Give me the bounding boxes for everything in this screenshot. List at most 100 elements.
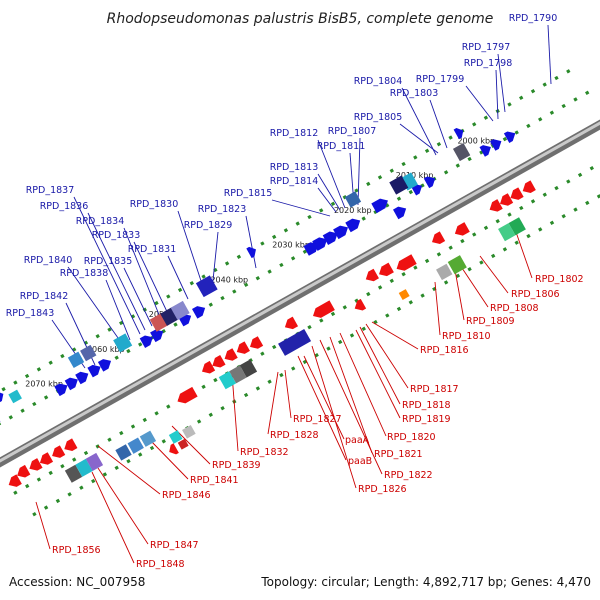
tick-mark bbox=[272, 344, 277, 350]
gene-label: RPD_1830 bbox=[130, 199, 179, 210]
label-connector bbox=[339, 332, 387, 437]
tick-mark bbox=[189, 281, 194, 286]
tick-mark bbox=[472, 122, 477, 127]
tick-mark bbox=[83, 450, 89, 456]
accession-text: Accession: NC_007958 bbox=[9, 575, 145, 589]
forward-gene-arrow bbox=[64, 377, 78, 391]
tick-mark bbox=[154, 411, 159, 416]
tick-mark bbox=[443, 280, 449, 285]
tick-mark bbox=[460, 238, 465, 244]
tick-mark bbox=[208, 412, 213, 417]
label-connector bbox=[329, 336, 373, 454]
label-connector bbox=[495, 69, 499, 120]
forward-gene-arrow bbox=[87, 364, 101, 378]
forward-gene-arrow bbox=[97, 359, 112, 372]
gene-label: RPD_1833 bbox=[92, 230, 141, 241]
tick-mark bbox=[420, 293, 425, 298]
reverse-gene-arrow bbox=[224, 348, 238, 361]
tick-mark bbox=[377, 285, 383, 290]
reverse-gene-arrow bbox=[522, 180, 536, 193]
gene-label: RPD_1797 bbox=[462, 42, 511, 53]
forward-gene-box bbox=[195, 275, 218, 298]
gene-layer bbox=[0, 128, 536, 487]
reverse-gene-arrow bbox=[284, 316, 299, 330]
gene-label: RPD_1811 bbox=[317, 141, 366, 152]
genome-backbone-layer bbox=[0, 119, 600, 468]
forward-gene-arrow bbox=[393, 206, 407, 220]
reverse-gene-box bbox=[64, 464, 83, 483]
gene-label: RPD_1809 bbox=[466, 316, 515, 327]
tick-mark bbox=[138, 342, 143, 347]
tick-mark bbox=[530, 199, 536, 204]
forward-gene-arrow bbox=[345, 218, 361, 233]
tick-mark bbox=[366, 291, 371, 297]
genome-title: Rhodopseudomonas palustris BisB5, comple… bbox=[107, 11, 494, 27]
gene-label: RPD_1828 bbox=[270, 430, 319, 441]
reverse-gene-box bbox=[85, 452, 104, 471]
reverse-gene-arrow bbox=[500, 193, 514, 206]
reverse-gene-arrow bbox=[177, 386, 198, 404]
gene-label: RPD_1856 bbox=[52, 545, 101, 556]
gene-label: RPD_1799 bbox=[416, 74, 465, 85]
tick-mark bbox=[455, 163, 460, 168]
reverse-gene-arrow bbox=[202, 360, 216, 374]
tick-mark bbox=[279, 372, 284, 378]
tick-mark bbox=[32, 401, 37, 407]
reverse-gene-box bbox=[239, 359, 258, 378]
forward-gene-arrow bbox=[371, 198, 388, 214]
tick-mark bbox=[43, 505, 49, 510]
gene-label: RPD_1832 bbox=[240, 447, 289, 458]
label-connector bbox=[284, 369, 292, 419]
tick-mark bbox=[338, 339, 343, 345]
tick-mark bbox=[538, 117, 543, 122]
gene-label: RPD_1806 bbox=[511, 289, 560, 300]
kbp-tick-label: 2040 kbp bbox=[210, 275, 248, 284]
gene-label: RPD_1821 bbox=[374, 449, 423, 460]
reverse-gene-box bbox=[447, 255, 467, 275]
forward-gene-arrow bbox=[303, 242, 319, 256]
kbp-tick-label: 2020 kbp bbox=[334, 206, 372, 215]
tick-mark bbox=[48, 360, 53, 365]
reverse-gene-arrow bbox=[212, 355, 226, 368]
tick-mark bbox=[366, 181, 371, 187]
tick-mark bbox=[361, 326, 366, 331]
tick-mark bbox=[13, 490, 18, 495]
tick-mark bbox=[467, 156, 472, 162]
tick-mark bbox=[585, 200, 590, 206]
gene-label: RPD_1817 bbox=[410, 384, 459, 395]
tick-mark bbox=[455, 273, 461, 278]
tick-mark bbox=[142, 417, 147, 423]
reverse-gene-arrow bbox=[313, 300, 335, 318]
label-connector bbox=[461, 267, 489, 308]
reverse-gene-box bbox=[498, 223, 516, 242]
tick-mark bbox=[542, 82, 547, 87]
gene-label-layer: RPD_1790 RPD_1797 RPD_1798 RPD_1799 RPD_1803… bbox=[6, 13, 584, 570]
reverse-gene-arrow bbox=[39, 452, 54, 465]
gene-label: RPD_1815 bbox=[224, 188, 273, 199]
tick-mark bbox=[436, 252, 442, 257]
tick-mark bbox=[538, 227, 543, 232]
tick-mark bbox=[236, 254, 242, 259]
forward-gene-box bbox=[344, 191, 362, 208]
tick-mark bbox=[596, 194, 600, 199]
tick-mark bbox=[279, 262, 284, 268]
tick-mark bbox=[267, 379, 272, 384]
tick-mark bbox=[213, 377, 218, 383]
tick-mark bbox=[208, 302, 213, 307]
tick-mark bbox=[401, 272, 406, 277]
tick-mark bbox=[502, 136, 508, 142]
label-connector bbox=[167, 255, 189, 300]
gene-label: RPD_1829 bbox=[184, 220, 233, 231]
tick-mark bbox=[307, 214, 312, 220]
tick-mark bbox=[1, 387, 6, 392]
tick-mark bbox=[25, 483, 30, 489]
tick-mark bbox=[472, 232, 477, 237]
tick-mark bbox=[138, 452, 143, 457]
gene-label: RPD_1810 bbox=[442, 331, 491, 342]
tick-mark bbox=[95, 334, 100, 339]
forward-gene-arrow bbox=[322, 231, 338, 245]
label-connector bbox=[371, 321, 419, 350]
label-connector bbox=[365, 323, 409, 389]
tick-mark bbox=[589, 166, 594, 171]
label-connector bbox=[429, 99, 448, 149]
